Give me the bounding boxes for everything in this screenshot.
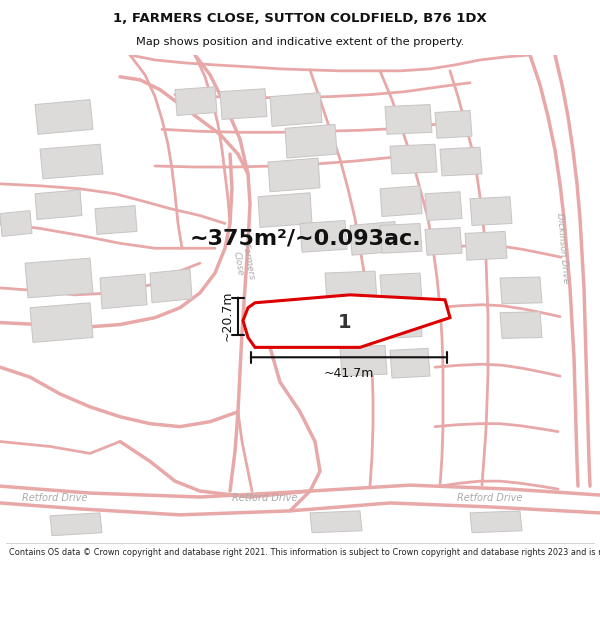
Polygon shape xyxy=(258,192,312,228)
Polygon shape xyxy=(470,197,512,226)
Polygon shape xyxy=(100,274,147,309)
Polygon shape xyxy=(465,231,507,260)
Text: Farmers
Close: Farmers Close xyxy=(230,243,256,283)
Polygon shape xyxy=(470,511,522,532)
Polygon shape xyxy=(500,312,542,339)
Polygon shape xyxy=(30,302,93,343)
Polygon shape xyxy=(35,190,82,219)
Polygon shape xyxy=(25,258,93,298)
Text: Contains OS data © Crown copyright and database right 2021. This information is : Contains OS data © Crown copyright and d… xyxy=(9,548,600,558)
Text: 1: 1 xyxy=(338,313,352,332)
Polygon shape xyxy=(380,273,422,302)
Polygon shape xyxy=(435,111,472,138)
Polygon shape xyxy=(0,211,32,236)
Polygon shape xyxy=(268,158,320,192)
Text: Map shows position and indicative extent of the property.: Map shows position and indicative extent… xyxy=(136,38,464,48)
Polygon shape xyxy=(380,309,422,339)
Polygon shape xyxy=(340,346,387,376)
Text: ~41.7m: ~41.7m xyxy=(324,367,374,380)
Polygon shape xyxy=(380,186,422,216)
Polygon shape xyxy=(95,206,137,234)
Polygon shape xyxy=(40,144,103,179)
Polygon shape xyxy=(380,224,422,253)
Polygon shape xyxy=(425,228,462,255)
Polygon shape xyxy=(325,271,377,302)
Text: Retford Drive: Retford Drive xyxy=(22,493,88,503)
Polygon shape xyxy=(500,277,542,304)
Polygon shape xyxy=(350,221,397,255)
Text: ~375m²/~0.093ac.: ~375m²/~0.093ac. xyxy=(189,228,421,248)
Polygon shape xyxy=(150,269,192,302)
Polygon shape xyxy=(385,104,432,134)
Text: 1, FARMERS CLOSE, SUTTON COLDFIELD, B76 1DX: 1, FARMERS CLOSE, SUTTON COLDFIELD, B76 … xyxy=(113,12,487,25)
Polygon shape xyxy=(300,221,347,253)
Polygon shape xyxy=(270,92,322,126)
Polygon shape xyxy=(175,87,217,116)
Polygon shape xyxy=(285,124,337,158)
Polygon shape xyxy=(390,144,437,174)
Polygon shape xyxy=(35,99,93,134)
Polygon shape xyxy=(390,348,430,378)
Text: Retford Drive: Retford Drive xyxy=(457,493,523,503)
Polygon shape xyxy=(50,513,102,536)
Text: Dickinson Drive: Dickinson Drive xyxy=(556,213,571,284)
Polygon shape xyxy=(243,295,450,348)
Text: ~20.7m: ~20.7m xyxy=(221,291,234,341)
Polygon shape xyxy=(440,147,482,176)
Polygon shape xyxy=(220,89,267,119)
Polygon shape xyxy=(310,511,362,532)
Polygon shape xyxy=(425,192,462,221)
Polygon shape xyxy=(330,306,377,336)
Text: Retford Drive: Retford Drive xyxy=(232,493,298,503)
